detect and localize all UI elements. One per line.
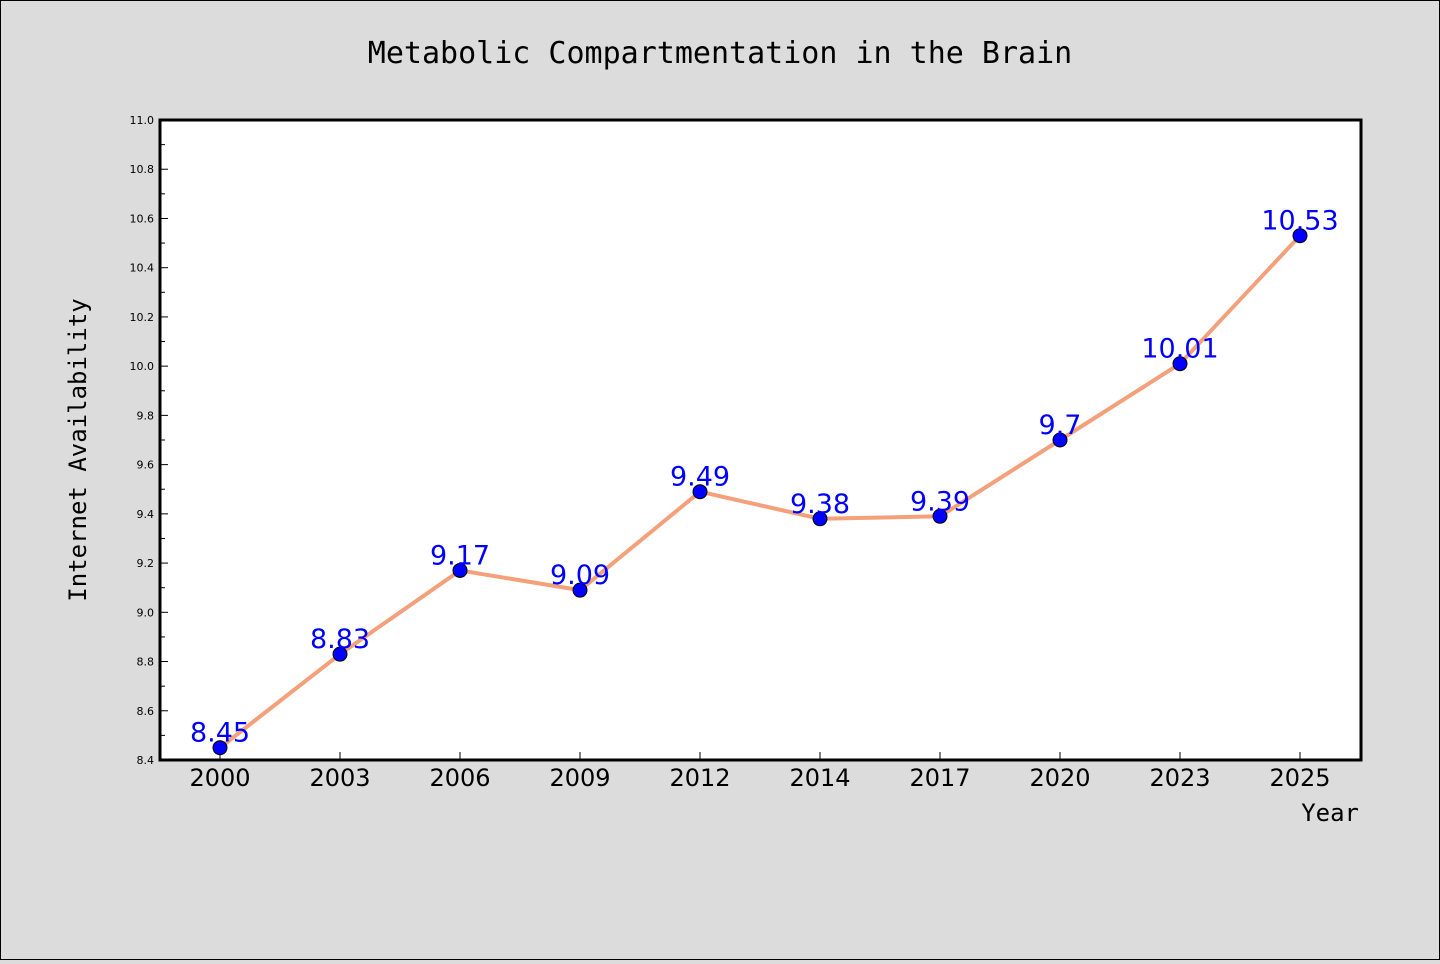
data-label: 8.83 [310, 624, 370, 655]
y-axis-label: Internet Availability [64, 298, 92, 601]
x-tick-label: 2023 [1149, 764, 1210, 792]
x-axis-label: Year [1301, 799, 1359, 827]
series-line-group [218, 234, 1302, 750]
x-tick-label: 2003 [309, 764, 370, 792]
y-tick-label: 10.4 [130, 262, 155, 275]
x-tick-label: 2025 [1269, 764, 1330, 792]
data-point [212, 740, 228, 756]
data-labels-group: 8.45 8.83 9.17 9.09 9.49 9.38 9.39 9.7 10.01 10.5… [190, 206, 1339, 749]
x-axis-ticks: 2000 2003 2006 2009 2012 2014 2017 2020 2023 2025 [189, 752, 1331, 792]
y-tick-label: 9.8 [137, 409, 155, 422]
data-point [692, 484, 708, 500]
y-tick-label: 9.6 [137, 459, 155, 472]
y-tick-label: 10.2 [130, 311, 155, 324]
y-tick-label: 11.0 [130, 114, 155, 127]
y-tick-label: 8.4 [137, 754, 155, 767]
x-tick-label: 2012 [669, 764, 730, 792]
y-tick-label: 8.8 [137, 656, 155, 669]
data-label: 9.09 [550, 560, 610, 591]
data-point [932, 508, 948, 524]
y-axis-ticks: 8.4 8.6 8.8 9.0 9.2 9.4 9.6 9.8 10.0 10.2 10.4 10.6… [130, 114, 168, 767]
data-point [812, 511, 828, 527]
y-tick-label: 10.8 [130, 163, 155, 176]
data-label: 9.17 [430, 540, 490, 571]
data-point [332, 646, 348, 662]
y-tick-label: 9.2 [137, 557, 155, 570]
x-tick-label: 2020 [1029, 764, 1090, 792]
data-point [572, 582, 588, 598]
data-label: 9.49 [670, 462, 730, 493]
data-label: 10.01 [1141, 334, 1218, 365]
data-label: 9.7 [1039, 410, 1082, 441]
series-points-group [212, 228, 1308, 756]
y-tick-label: 10.6 [130, 212, 155, 225]
data-point [1052, 432, 1068, 448]
data-label: 10.53 [1261, 206, 1338, 237]
data-label: 9.38 [790, 489, 850, 520]
x-tick-label: 2017 [909, 764, 970, 792]
data-label: 8.45 [190, 718, 250, 749]
plot-area [158, 118, 1363, 762]
x-tick-label: 2014 [789, 764, 850, 792]
data-point [1292, 228, 1308, 244]
y-tick-label: 8.6 [137, 705, 155, 718]
chart-title: Metabolic Compartmentation in the Brain [368, 36, 1072, 71]
x-tick-label: 2009 [549, 764, 610, 792]
series-line [218, 234, 1302, 750]
data-label: 9.39 [910, 486, 970, 517]
x-tick-label: 2006 [429, 764, 490, 792]
x-tick-label: 2000 [189, 764, 250, 792]
y-tick-label: 9.4 [137, 508, 155, 521]
data-point [452, 562, 468, 578]
y-tick-label: 9.0 [137, 606, 155, 619]
y-tick-label: 10.0 [130, 360, 155, 373]
data-point [1172, 356, 1188, 372]
